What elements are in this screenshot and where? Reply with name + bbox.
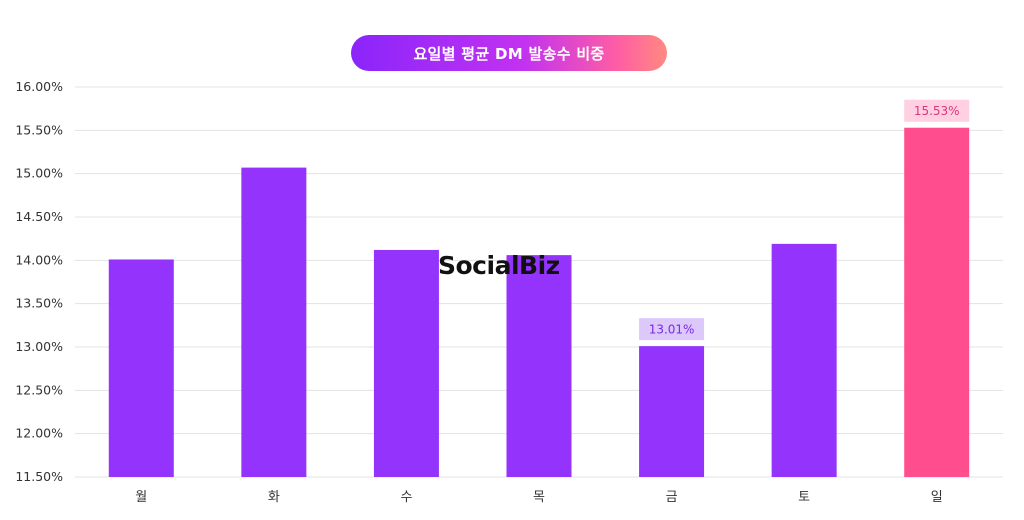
bar xyxy=(506,255,572,477)
bar xyxy=(771,243,837,477)
y-tick-label: 13.00% xyxy=(15,339,63,354)
y-tick-label: 15.50% xyxy=(15,122,63,137)
bar xyxy=(639,346,705,477)
x-tick-label: 일 xyxy=(931,490,943,505)
data-label-bg xyxy=(904,99,970,122)
chart-title-pill: 요일별 평균 DM 발송수 비중 xyxy=(351,35,667,71)
bar xyxy=(241,167,307,477)
x-tick-label: 월 xyxy=(135,490,147,505)
bar xyxy=(373,249,439,477)
y-tick-label: 13.50% xyxy=(15,296,63,311)
y-tick-label: 14.00% xyxy=(15,252,63,267)
chart-title: 요일별 평균 DM 발송수 비중 xyxy=(413,44,605,63)
y-tick-label: 14.50% xyxy=(15,209,63,224)
data-label-bg xyxy=(639,318,705,341)
watermark-logo: SocialBiz xyxy=(438,251,560,280)
y-tick-label: 15.00% xyxy=(15,166,63,181)
y-tick-label: 16.00% xyxy=(15,79,63,94)
data-label: 15.53% xyxy=(914,104,960,118)
data-label: 13.01% xyxy=(649,323,695,337)
bar xyxy=(904,127,970,477)
y-tick-label: 12.50% xyxy=(15,382,63,397)
bar xyxy=(108,259,174,477)
x-tick-label: 금 xyxy=(666,490,678,505)
y-tick-label: 11.50% xyxy=(15,469,63,484)
x-tick-label: 토 xyxy=(798,490,810,505)
y-tick-label: 12.00% xyxy=(15,426,63,441)
x-tick-label: 목 xyxy=(533,490,545,505)
x-tick-label: 화 xyxy=(268,490,280,505)
x-tick-label: 수 xyxy=(400,490,412,505)
